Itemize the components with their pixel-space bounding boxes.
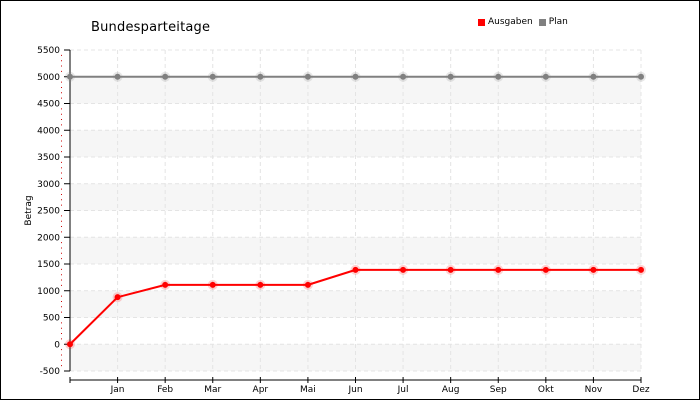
y-tick-label: 4000 [37,126,60,136]
legend-swatch-plan [538,18,546,26]
data-point-ausgaben [257,281,264,288]
x-tick-label: Jul [397,385,409,395]
y-tick-label: -500 [40,367,61,377]
x-tick-label: Jun [347,385,362,395]
x-tick-label: Okt [538,385,554,395]
data-point-plan [352,73,359,80]
data-point-plan [400,73,407,80]
data-point-plan [114,73,121,80]
data-point-ausgaben [495,266,502,273]
legend-item-ausgaben: Ausgaben [478,17,533,27]
y-tick-label: 5500 [37,46,60,56]
y-tick-label: 2500 [37,207,60,217]
y-axis-label: Betrag [24,195,34,225]
legend-label-ausgaben: Ausgaben [488,17,533,27]
data-point-ausgaben [67,341,73,348]
y-tick-label: 500 [43,314,60,324]
legend-swatch-ausgaben [478,18,485,26]
data-point-ausgaben [447,266,454,273]
data-point-plan [67,73,73,80]
x-tick-label: Aug [442,385,460,395]
data-point-ausgaben [162,281,169,288]
data-point-plan [162,73,169,80]
data-point-ausgaben [542,266,549,273]
data-point-ausgaben [400,266,407,273]
data-point-plan [447,73,454,80]
x-tick-label: Apr [253,385,269,395]
data-point-plan [209,73,216,80]
axes: -500 0 500 1000 1500 2000 2500 3000 3500 4000 4500… [37,46,650,395]
data-point-plan [495,73,502,80]
series-layer [65,71,646,350]
y-tick-label: 2000 [37,233,60,243]
legend-item-plan: Plan [538,17,568,27]
y-tick-label: 4500 [37,100,60,110]
y-tick-label: 1000 [37,287,60,297]
data-point-plan [304,73,311,80]
data-point-plan [542,73,549,80]
y-tick-label: 0 [54,340,60,350]
x-tick-label: Nov [585,385,603,395]
x-tick-label: Feb [157,385,173,395]
data-point-plan [590,73,597,80]
data-point-ausgaben [590,266,597,273]
x-tick-label: Jan [110,385,125,395]
x-tick-label: Dez [632,385,649,395]
data-point-ausgaben [352,266,359,273]
x-tick-label: Sep [490,385,507,395]
y-tick-label: 1500 [37,260,60,270]
x-tick-label: Mar [204,385,221,395]
data-point-plan [257,73,264,80]
data-point-plan [638,73,644,80]
data-point-ausgaben [209,281,216,288]
legend-label-plan: Plan [548,17,568,27]
y-tick-label: 5000 [37,73,60,83]
data-point-ausgaben [304,281,311,288]
legend: Ausgaben Plan [478,17,574,27]
y-tick-label: 3500 [37,153,60,163]
data-point-ausgaben [114,294,121,301]
chart-title: Bundesparteitage [91,20,211,35]
x-tick-label: Mai [300,385,316,395]
y-tick-label: 3000 [37,180,60,190]
data-point-ausgaben [638,266,644,273]
